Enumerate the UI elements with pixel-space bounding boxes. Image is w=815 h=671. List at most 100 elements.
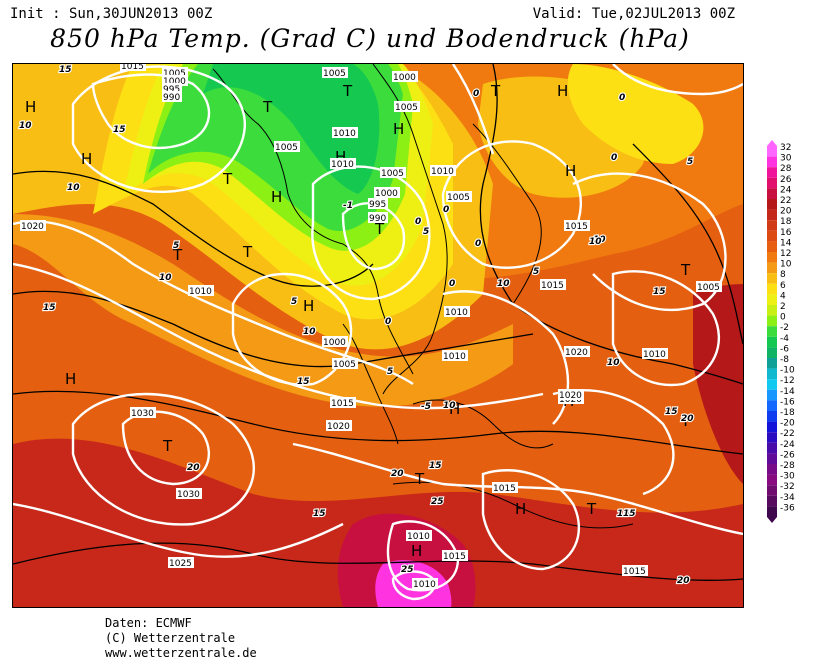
credit-url[interactable]: www.wetterzentrale.de <box>105 646 257 660</box>
colorbar-swatch <box>767 305 777 316</box>
colorbar-label: 2 <box>780 302 786 312</box>
colorbar-swatches <box>767 140 777 523</box>
isotherm-label: 5 <box>423 227 429 237</box>
isotherm-label: 15 <box>313 509 326 519</box>
high-pressure-marker: H <box>411 542 422 560</box>
isobar-label-bg <box>330 158 356 169</box>
high-pressure-marker: H <box>271 188 282 206</box>
colorbar-label: -10 <box>780 366 795 376</box>
isotherm-label: 5 <box>687 157 693 167</box>
isotherm-a <box>13 170 374 287</box>
isotherm-label: 0 <box>415 217 421 227</box>
isobar-label-bg <box>696 281 722 292</box>
isobar-label-bg <box>162 91 182 102</box>
colorbar-label: 18 <box>780 217 792 227</box>
isotherm-label: 20 <box>391 469 404 479</box>
colorbar-swatch <box>767 368 777 380</box>
colorbar-label: -14 <box>780 387 795 397</box>
isobar-label: 1005 <box>697 283 720 293</box>
isobar-label-bg <box>332 358 358 369</box>
colorbar-swatch <box>767 273 777 284</box>
colorbar-label: 0 <box>780 313 786 323</box>
isotherm-label: 10 <box>19 121 32 131</box>
isobar-high-med <box>481 469 581 571</box>
isobar-label: 1005 <box>381 169 404 179</box>
isotherm-label: -5 <box>421 402 431 412</box>
high-pressure-marker: H <box>81 150 92 168</box>
colorbar-label: -34 <box>780 493 795 503</box>
colorbar-swatch <box>767 230 777 242</box>
isotherm-label: 10 <box>589 237 602 247</box>
isotherm-label: 10 <box>303 327 316 337</box>
isobar-label: 1015 <box>493 484 516 494</box>
low-pressure-marker: T <box>414 470 425 488</box>
isobar-label: 1030 <box>131 409 154 419</box>
colorbar-swatch <box>767 241 777 252</box>
colorbar-label: 22 <box>780 196 791 206</box>
colorbar-label: 28 <box>780 164 792 174</box>
isobar-low-atlantic <box>231 272 353 386</box>
colorbar-label: 6 <box>780 281 786 291</box>
colorbar-swatch <box>767 347 777 358</box>
isobar-label-bg <box>374 187 400 198</box>
isotherm-label: 0 <box>619 93 625 103</box>
low-pressure-marker: T <box>586 500 597 518</box>
colorbar-swatch <box>767 389 777 401</box>
isobar-label: 1020 <box>559 391 582 401</box>
isotherm-b <box>13 290 534 368</box>
low-pressure-marker: T <box>262 98 273 116</box>
isobar-label: 995 <box>163 85 180 95</box>
isobar-low-russia <box>611 270 721 387</box>
colorbar-label: -22 <box>780 429 795 439</box>
isobar-label-bg <box>406 530 432 541</box>
isobar-label-bg <box>274 141 300 152</box>
isobar-label: 1015 <box>331 399 354 409</box>
temperature-colorbar: 32302826242220181614121086420-2-4-6-8-10… <box>767 140 795 523</box>
weather-map-svg: HHTTTHHHTTTHHTHHTTHTHHHTT 10151005100099… <box>13 64 743 607</box>
isobar-label: 1015 <box>623 567 646 577</box>
isotherm-label: 10 <box>159 273 172 283</box>
high-pressure-marker: H <box>565 162 576 180</box>
isobar-label-bg <box>188 285 214 296</box>
colorbar-swatch <box>767 177 777 189</box>
isobar-label: 990 <box>369 214 386 224</box>
colorbar-swatch <box>767 252 777 263</box>
colorbar-swatch <box>767 283 777 295</box>
isobar-label-bg <box>392 71 418 82</box>
low-pressure-marker: T <box>162 437 173 455</box>
high-pressure-marker: H <box>335 148 346 166</box>
pressure-centers: HHTTTHHHTTTHHTHHTTHTHHHTT <box>25 82 691 560</box>
isobar-label-bg <box>130 407 156 418</box>
colorbar-label: -36 <box>780 503 795 513</box>
coastline-mediterranean <box>392 481 634 529</box>
isobar-label: 1015 <box>443 552 466 562</box>
colorbar-label: 10 <box>780 260 792 270</box>
isobar-label: 1010 <box>431 167 454 177</box>
isobar-label: 1020 <box>327 422 350 432</box>
high-pressure-marker: H <box>65 370 76 388</box>
colorbar-swatch <box>767 474 777 486</box>
high-pressure-marker: H <box>449 400 460 418</box>
isotherm-label: 20 <box>681 414 694 424</box>
temp-field-ne <box>567 64 704 164</box>
isobar-label: 1010 <box>189 287 212 297</box>
isotherm-label: 0 <box>449 279 455 289</box>
init-time: Init : Sun,30JUN2013 00Z <box>10 6 213 22</box>
low-pressure-marker: T <box>242 243 253 261</box>
isobar-label: 990 <box>163 93 180 103</box>
high-pressure-marker: H <box>557 82 568 100</box>
isobar-label-bg <box>444 306 470 317</box>
colorbar-swatch <box>767 506 777 517</box>
isotherm-label: 10 <box>497 279 510 289</box>
isobar-label: 1010 <box>413 580 436 590</box>
colorbar-label: 8 <box>780 270 786 280</box>
colorbar-swatch <box>767 156 777 168</box>
coastline-britain <box>342 323 399 445</box>
credit-source: Daten: ECMWF <box>105 616 192 630</box>
colorbar-swatch <box>767 294 777 305</box>
isobar-label: 1010 <box>445 308 468 318</box>
colorbar-label: 12 <box>780 249 791 259</box>
isobar-label: 1015 <box>541 281 564 291</box>
low-pressure-marker: T <box>680 412 691 430</box>
